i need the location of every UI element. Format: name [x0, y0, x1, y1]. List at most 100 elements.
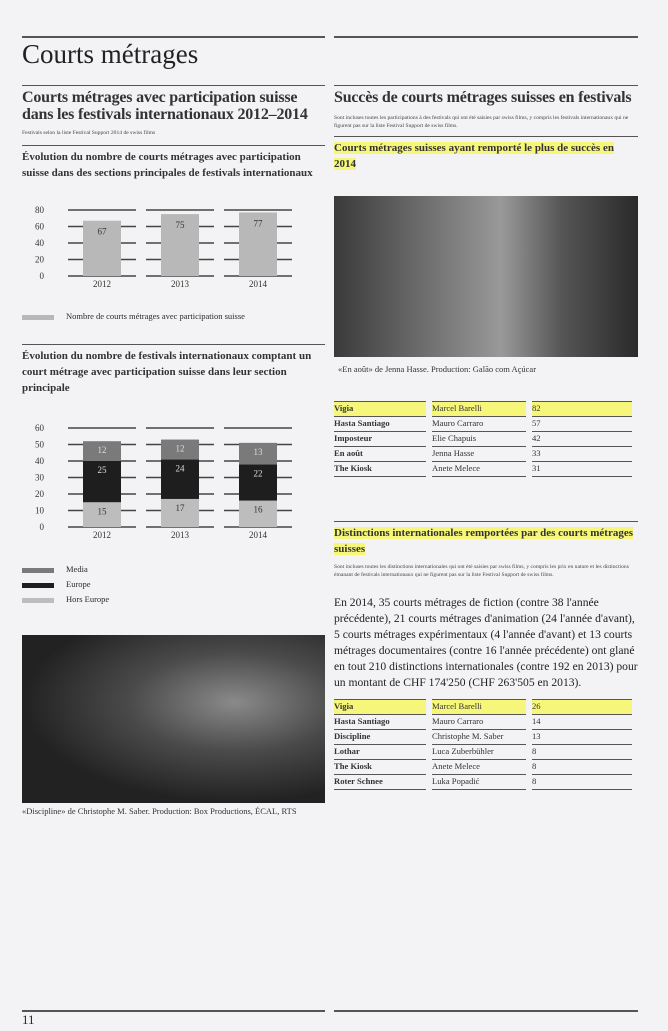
director: Marcel Barelli: [432, 699, 526, 714]
legend-swatch: [22, 582, 54, 588]
bar-segment: [83, 441, 121, 461]
data-label: 16: [254, 505, 264, 515]
table-row: En août Jenna Hasse 33: [334, 446, 632, 461]
legend-swatch: [22, 314, 54, 320]
table-row: Imposteur Elie Chapuis 42: [334, 431, 632, 446]
data-label: 12: [176, 444, 185, 454]
left-column: Courts métrages avec participation suiss…: [22, 85, 325, 817]
director: Christophe M. Saber: [432, 729, 526, 744]
bar-segment: [83, 220, 121, 276]
data-label: 12: [98, 445, 107, 455]
photo-caption-left: «Discipline» de Christophe M. Saber. Pro…: [22, 806, 297, 816]
y-tick-label: 40: [35, 456, 45, 466]
x-tick-label: 2014: [249, 279, 268, 289]
legend-label: Media: [66, 564, 88, 574]
director: Anete Melece: [432, 759, 526, 774]
table-row: The Kiosk Anete Melece 8: [334, 759, 632, 774]
film-title: Discipline: [334, 729, 426, 744]
bar-segment: [161, 459, 199, 499]
table-awards: Vigia Marcel Barelli 26 Hasta Santiago Mauro…: [328, 699, 638, 790]
legend-swatch: [22, 567, 54, 573]
divider: [334, 1010, 638, 1012]
data-label: 22: [254, 468, 263, 478]
table2-note: Sont incluses toutes les distinctions in…: [334, 564, 629, 578]
table-row: Lothar Luca Zuberbühler 8: [334, 744, 632, 759]
y-tick-label: 0: [40, 271, 45, 281]
x-tick-label: 2012: [93, 530, 111, 540]
chart-participation: 67 2012 75 2013 77 2014 0 20 40 60 80: [35, 205, 292, 289]
photo-caption-right: «En août» de Jenna Hasse. Production: Ga…: [338, 364, 537, 374]
bar-segment: [239, 442, 277, 465]
y-tick-label: 50: [35, 440, 45, 450]
table-row: Vigia Marcel Barelli 26: [334, 699, 632, 714]
y-tick-label: 0: [40, 522, 45, 532]
director: Mauro Carraro: [432, 714, 526, 729]
count: 8: [532, 759, 632, 774]
count: 13: [532, 729, 632, 744]
right-column: Succès de courts métrages suisses en fes…: [334, 85, 638, 790]
legend-label: Hors Europe: [66, 594, 110, 604]
bar-segment: [161, 439, 199, 460]
table-row: Roter Schnee Luka Popadić 8: [334, 774, 632, 790]
film-title: Lothar: [334, 744, 426, 759]
director: Anete Melece: [432, 461, 526, 477]
film-title: Roter Schnee: [334, 774, 426, 790]
divider: [334, 85, 638, 86]
director: Luca Zuberbühler: [432, 744, 526, 759]
table-most-successful: Vigia Marcel Barelli 82 Hasta Santiago Mauro…: [328, 401, 638, 477]
data-label: 13: [254, 447, 264, 457]
section-title-left: Courts métrages avec participation suiss…: [22, 89, 308, 123]
table1-title: Courts métrages suisses ayant remporté l…: [334, 142, 614, 170]
data-label: 77: [254, 218, 264, 228]
x-tick-label: 2014: [249, 530, 268, 540]
bar-segment: [239, 500, 277, 527]
legend-label: Europe: [66, 579, 91, 589]
divider: [334, 36, 638, 38]
count: 14: [532, 714, 632, 729]
count: 33: [532, 446, 632, 461]
x-tick-label: 2013: [171, 279, 190, 289]
section-title-right: Succès de courts métrages suisses en fes…: [334, 89, 632, 106]
chart1-title: Évolution du nombre de courts métrages a…: [22, 145, 325, 181]
data-label: 75: [176, 220, 186, 230]
film-title: Hasta Santiago: [334, 714, 426, 729]
table-row: Vigia Marcel Barelli 82: [334, 401, 632, 416]
divider: [22, 85, 325, 86]
table-row: Discipline Christophe M. Saber 13: [334, 729, 632, 744]
director: Luka Popadić: [432, 774, 526, 790]
table2-title: Distinctions internationales remportées …: [334, 527, 633, 555]
table-row: The Kiosk Anete Melece 31: [334, 461, 632, 477]
bar-segment: [161, 498, 199, 527]
chart-festivals: 15 25 12 2012 17 24 12 2013 16 22 13 2014 0 10 20 30 40 5…: [35, 423, 292, 540]
y-tick-label: 80: [35, 205, 45, 215]
count: 57: [532, 416, 632, 431]
body-text: En 2014, 35 courts métrages de fiction (…: [334, 596, 638, 689]
film-title: Vigia: [334, 401, 426, 416]
table-row: Hasta Santiago Mauro Carraro 14: [334, 714, 632, 729]
y-tick-label: 20: [35, 489, 45, 499]
film-title: The Kiosk: [334, 461, 426, 477]
y-tick-label: 40: [35, 238, 45, 248]
film-title: En août: [334, 446, 426, 461]
x-tick-label: 2012: [93, 279, 111, 289]
y-tick-label: 60: [35, 423, 45, 433]
section-note-right: Sont incluses toutes les participations …: [334, 115, 629, 129]
bar-segment: [83, 461, 121, 503]
chart2-legend: Media Europe Hors Europe: [22, 562, 325, 607]
y-tick-label: 20: [35, 255, 45, 265]
bar-segment: [239, 464, 277, 501]
y-tick-label: 30: [35, 473, 45, 483]
bar-segment: [83, 502, 121, 527]
count: 82: [532, 401, 632, 416]
data-label: 17: [176, 503, 186, 513]
director: Elie Chapuis: [432, 431, 526, 446]
page-title: Courts métrages: [22, 39, 199, 69]
table-row: Hasta Santiago Mauro Carraro 57: [334, 416, 632, 431]
count: 8: [532, 774, 632, 790]
chart1-legend: Nombre de courts métrages avec participa…: [22, 311, 325, 322]
count: 26: [532, 699, 632, 714]
page-number: 11: [22, 1012, 35, 1027]
count: 31: [532, 461, 632, 477]
data-label: 25: [98, 465, 108, 475]
